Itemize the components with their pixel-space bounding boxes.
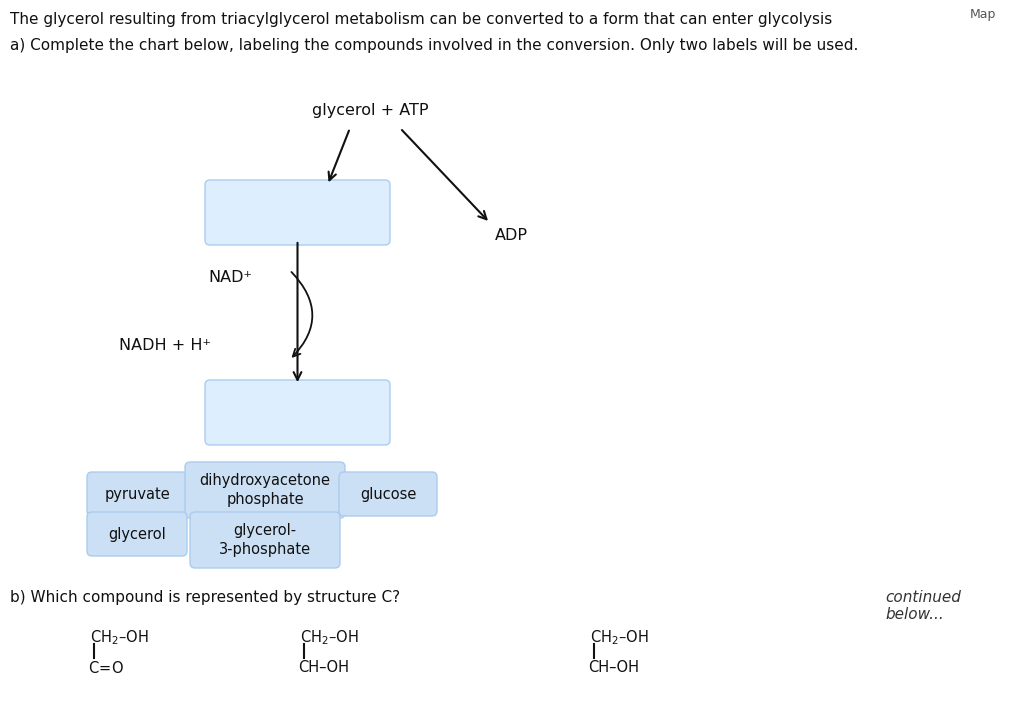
Text: glycerol + ATP: glycerol + ATP — [311, 103, 428, 118]
Text: CH–OH: CH–OH — [298, 660, 349, 675]
FancyBboxPatch shape — [190, 512, 340, 568]
Text: C$\!=\!$O: C$\!=\!$O — [88, 660, 124, 676]
Text: NADH + H⁺: NADH + H⁺ — [119, 338, 211, 353]
FancyBboxPatch shape — [205, 180, 390, 245]
FancyBboxPatch shape — [87, 512, 187, 556]
FancyBboxPatch shape — [339, 472, 437, 516]
Text: dihydroxyacetone
phosphate: dihydroxyacetone phosphate — [200, 473, 331, 507]
Text: CH$_2$–OH: CH$_2$–OH — [300, 628, 358, 646]
Text: continued
below...: continued below... — [885, 590, 961, 622]
Text: ADP: ADP — [495, 227, 528, 243]
Text: The glycerol resulting from triacylglycerol metabolism can be converted to a for: The glycerol resulting from triacylglyce… — [10, 12, 833, 27]
FancyBboxPatch shape — [205, 380, 390, 445]
Text: glucose: glucose — [359, 486, 416, 501]
Text: Map: Map — [970, 8, 996, 21]
Text: CH$_2$–OH: CH$_2$–OH — [90, 628, 148, 646]
Text: glycerol-
3-phosphate: glycerol- 3-phosphate — [219, 523, 311, 556]
FancyBboxPatch shape — [87, 472, 187, 516]
Text: b) Which compound is represented by structure C?: b) Which compound is represented by stru… — [10, 590, 400, 605]
Text: a) Complete the chart below, labeling the compounds involved in the conversion. : a) Complete the chart below, labeling th… — [10, 38, 858, 53]
Text: CH–OH: CH–OH — [588, 660, 639, 675]
FancyBboxPatch shape — [185, 462, 345, 518]
Text: CH$_2$–OH: CH$_2$–OH — [590, 628, 648, 646]
Text: pyruvate: pyruvate — [104, 486, 170, 501]
Text: glycerol: glycerol — [109, 527, 166, 542]
Text: NAD⁺: NAD⁺ — [208, 270, 252, 285]
